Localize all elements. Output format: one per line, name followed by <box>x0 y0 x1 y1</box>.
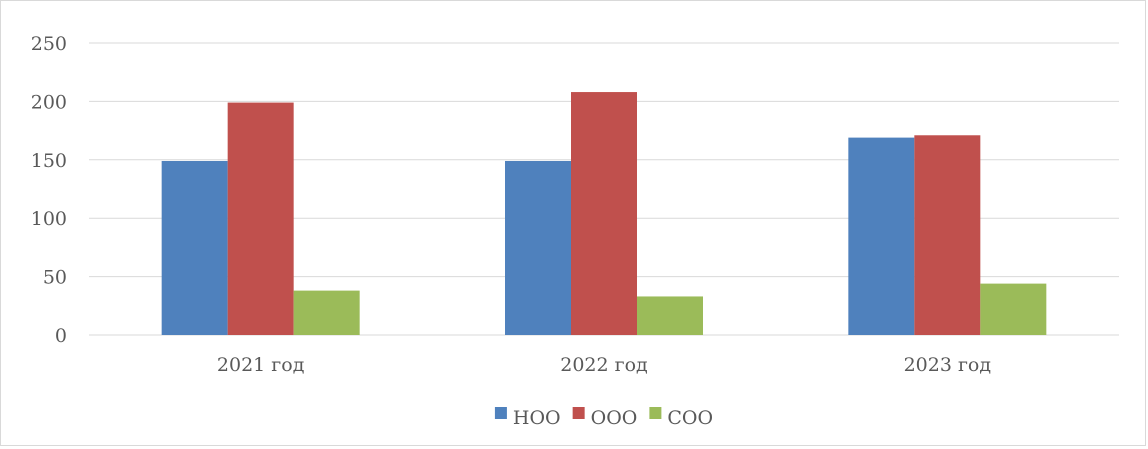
bar-3-3 <box>980 283 1047 335</box>
legend-label: ООО <box>591 407 638 429</box>
legend-label: СОО <box>667 407 713 429</box>
x-tick-label: 2022 год <box>560 354 648 376</box>
legend-item: НОО <box>494 407 561 429</box>
bar-1-2 <box>505 160 571 335</box>
y-tick-label: 0 <box>55 325 67 347</box>
bar-1-3 <box>848 137 915 335</box>
legend: НОО ООО СОО <box>494 407 713 429</box>
y-axis-tick-labels: 0 50 100 150 200 250 <box>31 33 67 347</box>
legend-item: ООО <box>572 407 638 429</box>
bar-2-2 <box>571 92 637 335</box>
bars <box>161 92 1047 336</box>
bar-3-2 <box>637 296 703 335</box>
x-tick-label: 2023 год <box>904 354 992 376</box>
legend-swatch <box>649 407 662 419</box>
bar-3-1 <box>293 290 360 335</box>
bar-2-3 <box>914 135 981 335</box>
y-tick-label: 100 <box>31 208 67 230</box>
legend-item: СОО <box>649 407 713 429</box>
legend-swatch <box>494 407 507 419</box>
y-tick-label: 250 <box>31 33 67 55</box>
y-tick-label: 200 <box>31 91 67 113</box>
legend-swatch <box>572 407 585 419</box>
bar-1-1 <box>161 160 228 335</box>
bar-2-1 <box>227 102 294 336</box>
legend-label: НОО <box>513 407 561 429</box>
x-axis-tick-labels: 2021 год 2022 год 2023 год <box>217 354 991 376</box>
y-tick-label: 50 <box>43 267 67 289</box>
x-tick-label: 2021 год <box>217 354 305 376</box>
y-tick-label: 150 <box>31 150 67 172</box>
